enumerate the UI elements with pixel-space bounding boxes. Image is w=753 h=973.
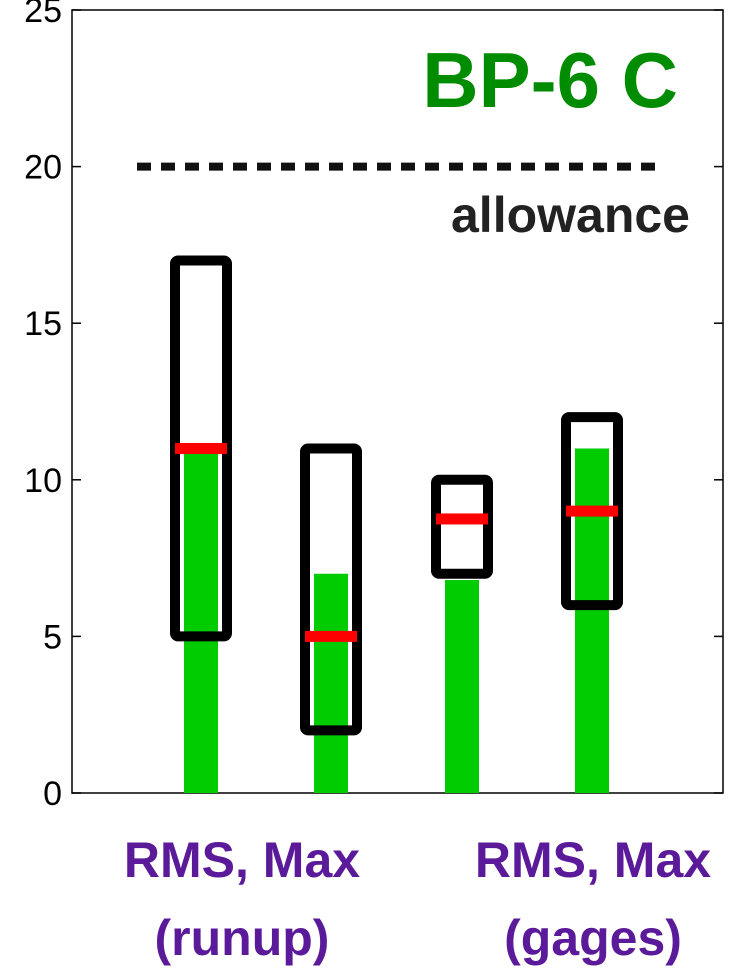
bar-4 xyxy=(575,448,609,793)
y-tick-label: 25 xyxy=(24,0,62,30)
marker-4 xyxy=(566,505,618,517)
markers-layer xyxy=(175,442,618,642)
bar-1 xyxy=(184,448,218,793)
group-label-2-line2: (gages) xyxy=(504,910,682,966)
plot-area xyxy=(71,9,724,794)
y-tick-label: 20 xyxy=(24,149,62,187)
bar-3 xyxy=(445,580,479,793)
marker-2 xyxy=(305,630,357,642)
y-axis-ticks: 0 5 10 15 20 25 xyxy=(24,0,723,813)
group-labels: RMS, Max (runup) RMS, Max (gages) xyxy=(124,832,711,966)
range-box-2 xyxy=(300,443,362,736)
y-tick-label: 0 xyxy=(43,775,62,813)
y-tick-label: 15 xyxy=(24,305,62,343)
chart-title: BP-6 C xyxy=(422,36,678,124)
group-label-1-line2: (runup) xyxy=(155,910,330,966)
group-label-2-line1: RMS, Max xyxy=(475,832,711,888)
y-tick-label: 5 xyxy=(43,618,62,656)
range-box-3 xyxy=(431,474,493,579)
group-label-1-line1: RMS, Max xyxy=(124,832,360,888)
marker-1 xyxy=(175,442,227,454)
y-tick-label: 10 xyxy=(24,462,62,500)
bar-2 xyxy=(314,573,348,793)
allowance-label: allowance xyxy=(451,187,690,243)
marker-3 xyxy=(436,513,488,525)
